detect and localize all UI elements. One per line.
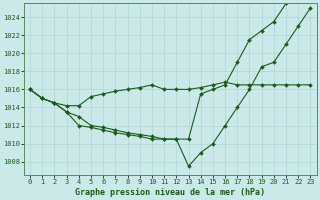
X-axis label: Graphe pression niveau de la mer (hPa): Graphe pression niveau de la mer (hPa) [75, 188, 265, 197]
